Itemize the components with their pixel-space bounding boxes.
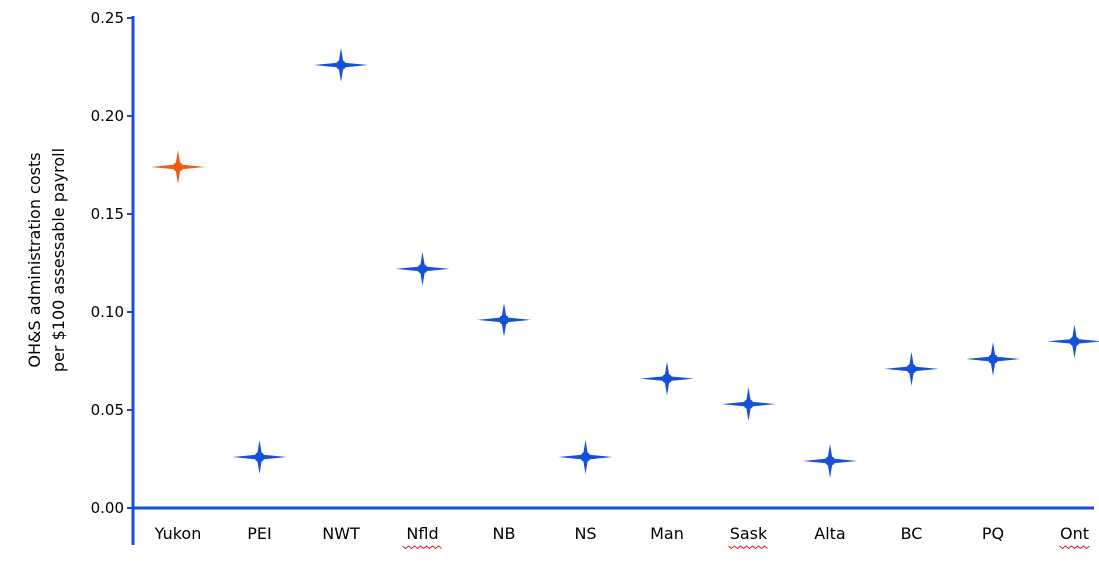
y-tick-label: 0.10 bbox=[91, 303, 124, 321]
data-point-center bbox=[988, 354, 998, 365]
data-point-center bbox=[580, 452, 591, 463]
x-category-label: PEI bbox=[247, 524, 271, 543]
y-tick-label: 0.25 bbox=[91, 9, 124, 27]
data-point-center bbox=[254, 452, 265, 463]
x-category-label: Ont bbox=[1060, 524, 1089, 543]
axes bbox=[131, 16, 1094, 545]
data-point-center bbox=[662, 373, 672, 384]
data-point-center bbox=[173, 161, 183, 172]
x-category-label: Yukon bbox=[154, 524, 202, 543]
x-category-label: NWT bbox=[322, 524, 360, 543]
x-category-label: NS bbox=[574, 524, 596, 543]
spellcheck-underline bbox=[728, 545, 768, 550]
data-points bbox=[151, 48, 1099, 478]
y-ticks: 0.00 0.05 0.10 0.15 0.20 0.25 bbox=[91, 9, 134, 517]
data-point-center bbox=[499, 314, 509, 325]
x-category-label: NB bbox=[493, 524, 516, 543]
y-tick-label: 0.05 bbox=[91, 401, 124, 419]
y-tick-label: 0.20 bbox=[91, 107, 124, 125]
x-category-label: Nfld bbox=[406, 524, 438, 543]
data-point-center bbox=[336, 60, 346, 71]
data-point-center bbox=[417, 263, 428, 274]
spellcheck-underline bbox=[1059, 545, 1090, 550]
y-axis-label-line-1: OH&S administration costs bbox=[25, 152, 44, 367]
x-category-label: BC bbox=[901, 524, 923, 543]
y-axis-label-line-2: per $100 assessable payroll bbox=[49, 148, 68, 372]
data-point-center bbox=[906, 363, 917, 374]
x-category-label: PQ bbox=[982, 524, 1004, 543]
y-tick-label: 0.15 bbox=[91, 205, 124, 223]
spellcheck-underline bbox=[402, 545, 442, 550]
data-point-center bbox=[825, 455, 835, 466]
x-category-label: Alta bbox=[814, 524, 845, 543]
y-tick-label: 0.00 bbox=[91, 499, 124, 517]
data-point-center bbox=[743, 399, 754, 410]
y-axis-label: OH&S administration costs per $100 asses… bbox=[25, 148, 68, 372]
x-category-labels: Yukon PEI NWT Nfld NB NS Man Sask Alta BC PQ Ont bbox=[154, 524, 1090, 550]
x-category-label: Sask bbox=[730, 524, 768, 543]
x-category-label: Man bbox=[650, 524, 684, 543]
data-point-center bbox=[1069, 336, 1080, 347]
